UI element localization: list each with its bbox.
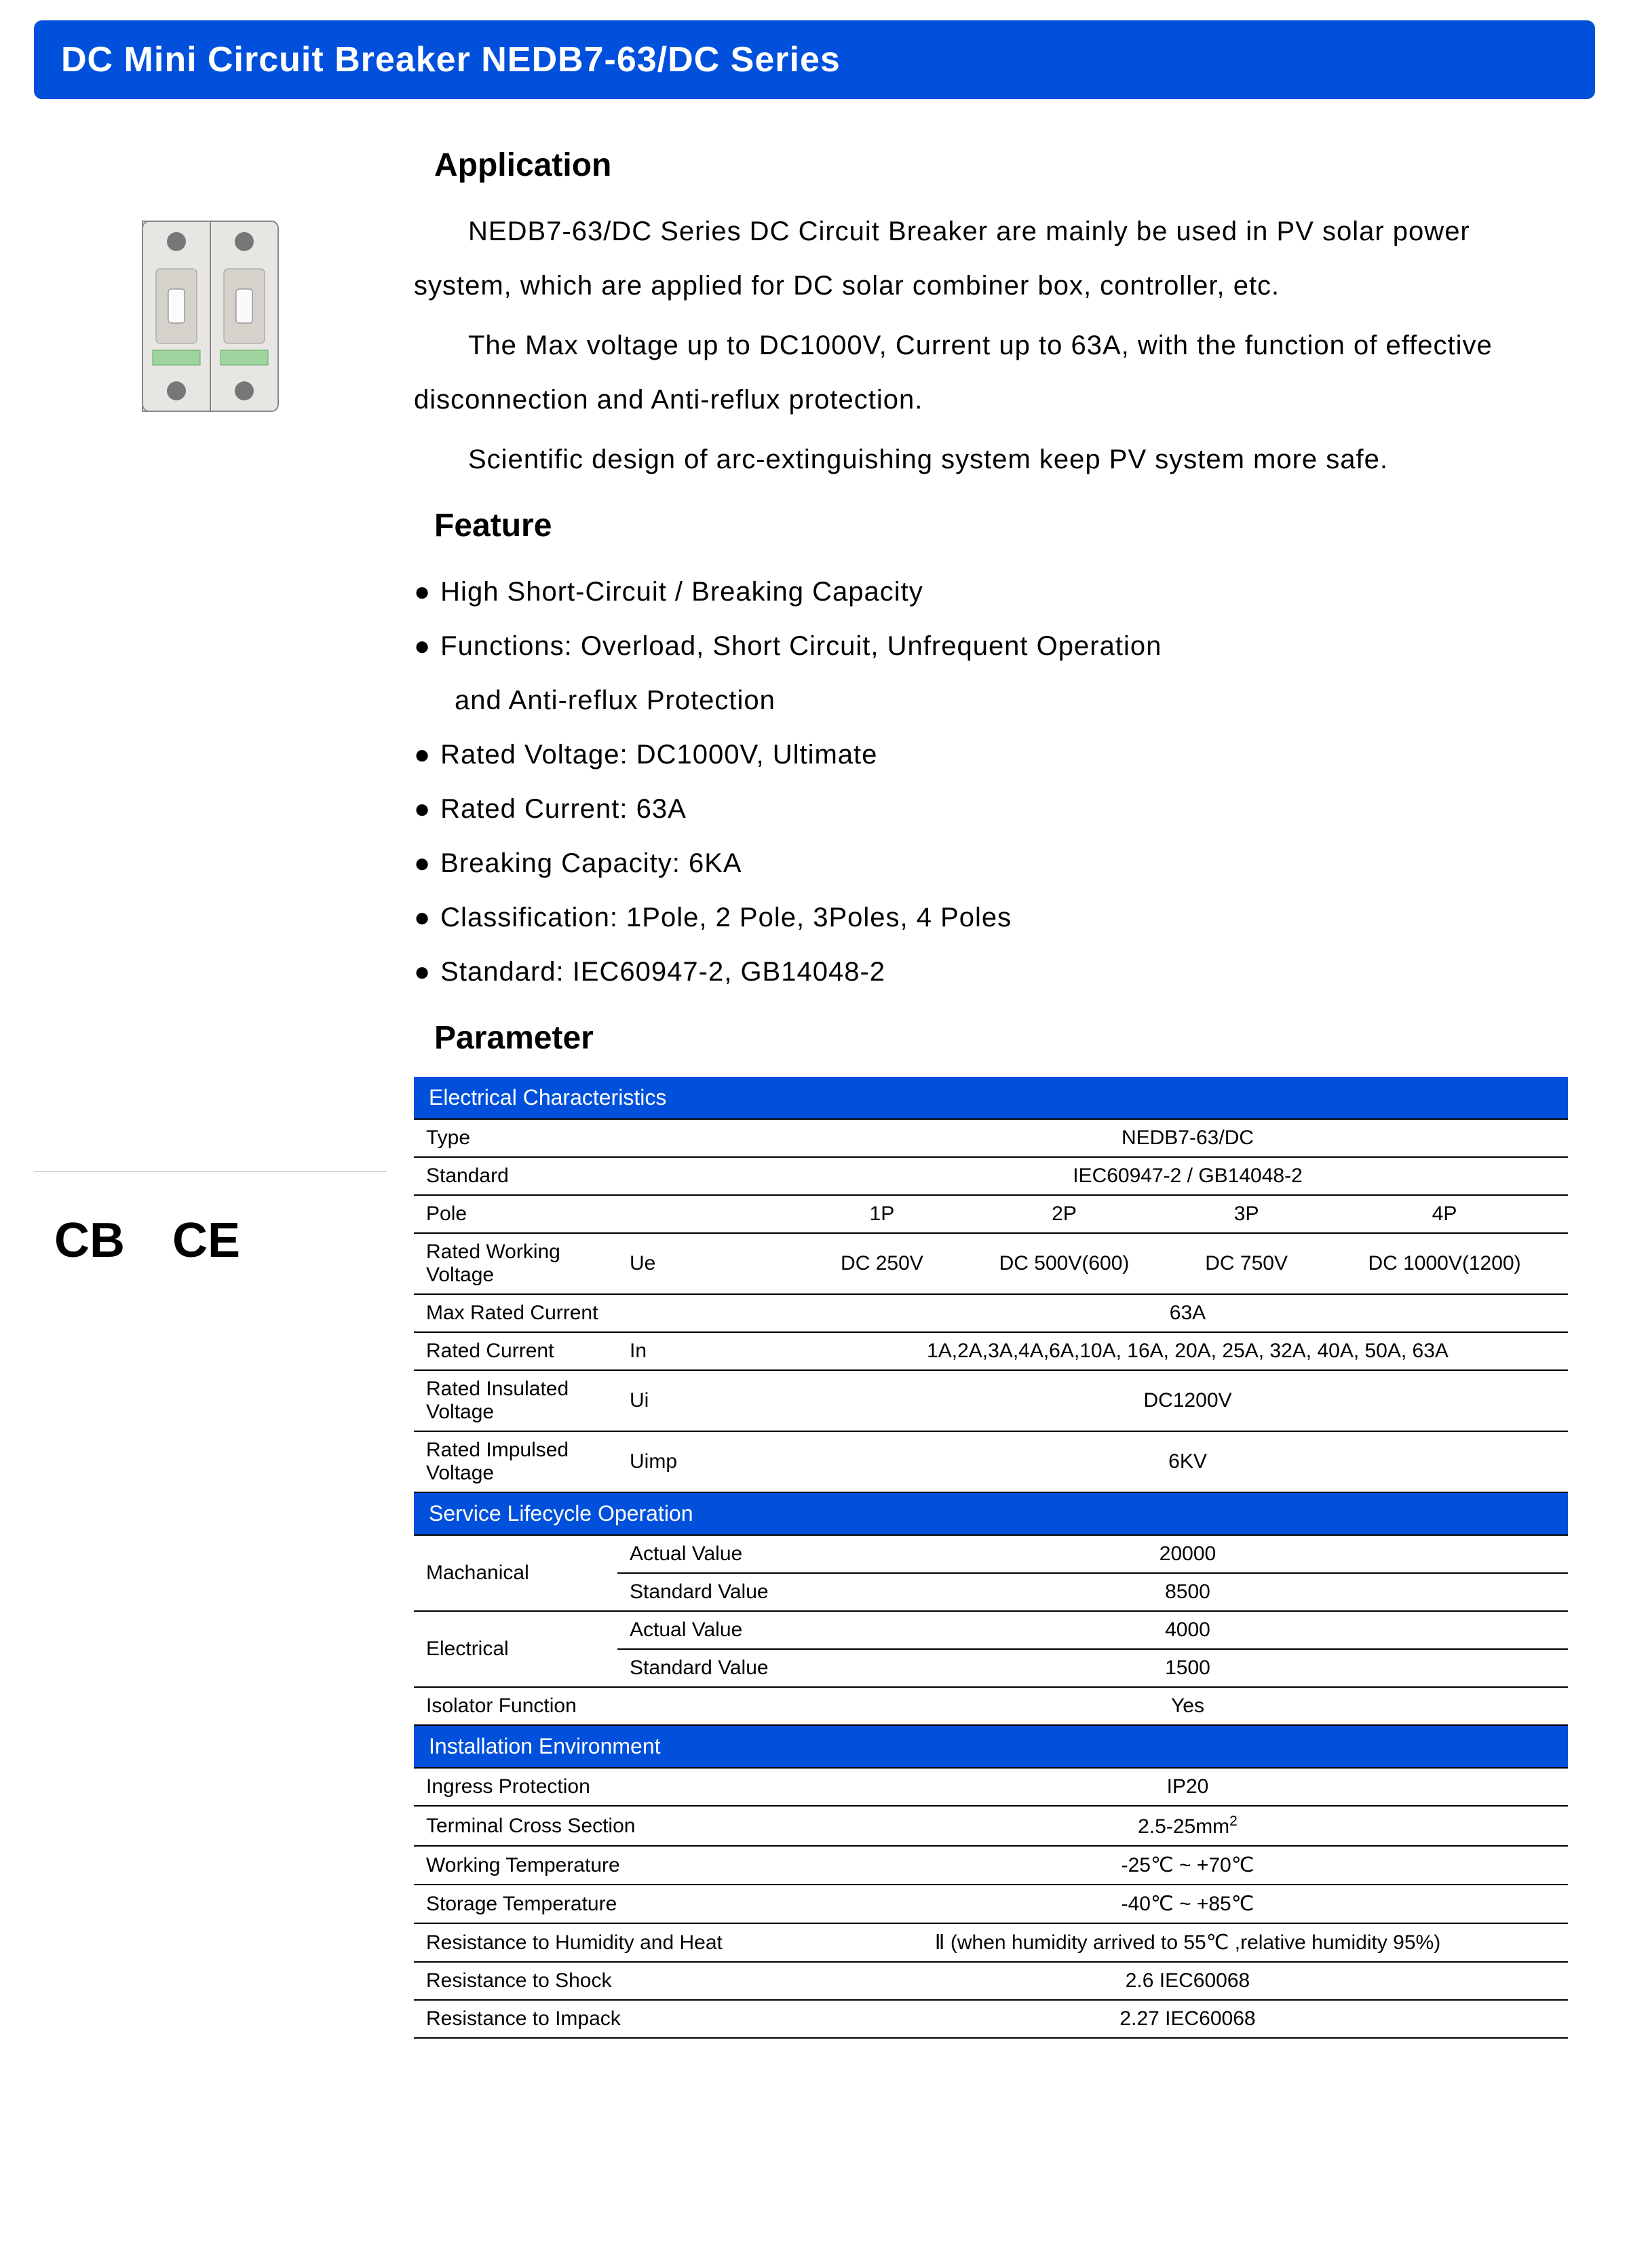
page-title-bar: DC Mini Circuit Breaker NEDB7-63/DC Seri… (34, 20, 1595, 99)
param-group-label: Machanical (414, 1535, 617, 1611)
param-label: Ingress Protection (414, 1768, 807, 1806)
product-image (34, 208, 387, 425)
param-value: 8500 (807, 1573, 1568, 1611)
param-value: 1500 (807, 1649, 1568, 1687)
param-value: 4000 (807, 1611, 1568, 1649)
param-value: DC 1000V(1200) (1321, 1233, 1568, 1294)
param-value: IEC60947-2 / GB14048-2 (807, 1157, 1568, 1195)
param-value: -25℃ ~ +70℃ (807, 1846, 1568, 1885)
application-p2: The Max voltage up to DC1000V, Current u… (414, 318, 1568, 427)
circuit-breaker-icon (115, 208, 305, 425)
param-value: 63A (807, 1294, 1568, 1332)
param-value: 2P (957, 1195, 1172, 1233)
param-value: 2.6 IEC60068 (807, 1962, 1568, 2000)
param-symbol: Ui (617, 1370, 807, 1431)
param-label: Isolator Function (414, 1687, 807, 1725)
param-symbol: Uimp (617, 1431, 807, 1492)
param-value: DC 750V (1172, 1233, 1321, 1294)
param-value: 6KV (807, 1431, 1568, 1492)
param-value: IP20 (807, 1768, 1568, 1806)
feature-item: Classification: 1Pole, 2 Pole, 3Poles, 4… (414, 890, 1568, 945)
param-sublabel: Actual Value (617, 1535, 807, 1573)
param-label: Rated Insulated Voltage (414, 1370, 617, 1431)
param-value: 2.27 IEC60068 (807, 2000, 1568, 2038)
param-value: 1P (807, 1195, 957, 1233)
parameter-table: Electrical CharacteristicsType NEDB7-63/D… (414, 1077, 1568, 2039)
table-section-header: Installation Environment (414, 1725, 1568, 1768)
table-section-header: Service Lifecycle Operation (414, 1492, 1568, 1535)
feature-item: and Anti-reflux Protection (414, 673, 1568, 727)
param-value: 20000 (807, 1535, 1568, 1573)
param-value: DC1200V (807, 1370, 1568, 1431)
param-value: DC 500V(600) (957, 1233, 1172, 1294)
param-label: Rated Working Voltage (414, 1233, 617, 1294)
param-label: Pole (414, 1195, 617, 1233)
param-label: Max Rated Current (414, 1294, 617, 1332)
param-sublabel: Standard Value (617, 1573, 807, 1611)
param-label: Storage Temperature (414, 1885, 807, 1923)
param-value: 4P (1321, 1195, 1568, 1233)
parameter-heading: Parameter (434, 1019, 1568, 1057)
certifications: CB CE (34, 1171, 387, 1268)
param-group-label: Electrical (414, 1611, 617, 1687)
param-value: DC 250V (807, 1233, 957, 1294)
cert-ce: CE (172, 1213, 240, 1268)
table-section-header: Electrical Characteristics (414, 1077, 1568, 1119)
application-heading: Application (434, 147, 1568, 184)
param-label: Resistance to Impack (414, 2000, 807, 2038)
param-label: Type (414, 1119, 617, 1157)
feature-item: Breaking Capacity: 6KA (414, 836, 1568, 890)
application-p3: Scientific design of arc-extinguishing s… (414, 432, 1568, 487)
param-sublabel: Actual Value (617, 1611, 807, 1649)
param-value: 2.5-25mm2 (807, 1806, 1568, 1846)
param-label: Resistance to Humidity and Heat (414, 1923, 807, 1962)
feature-item: Functions: Overload, Short Circuit, Unfr… (414, 619, 1568, 673)
page-title: DC Mini Circuit Breaker NEDB7-63/DC Seri… (61, 40, 841, 79)
param-symbol (617, 1195, 807, 1233)
feature-item: High Short-Circuit / Breaking Capacity (414, 565, 1568, 619)
param-value: 1A,2A,3A,4A,6A,10A, 16A, 20A, 25A, 32A, … (807, 1332, 1568, 1370)
application-body: NEDB7-63/DC Series DC Circuit Breaker ar… (414, 204, 1568, 487)
param-label: Rated Impulsed Voltage (414, 1431, 617, 1492)
cert-cb: CB (54, 1213, 125, 1268)
feature-item: Rated Voltage: DC1000V, Ultimate (414, 727, 1568, 782)
param-value: -40℃ ~ +85℃ (807, 1885, 1568, 1923)
param-symbol: Ue (617, 1233, 807, 1294)
param-symbol: In (617, 1332, 807, 1370)
param-value: Ⅱ (when humidity arrived to 55℃ ,relativ… (807, 1923, 1568, 1962)
feature-list: High Short-Circuit / Breaking CapacityFu… (414, 565, 1568, 999)
feature-heading: Feature (434, 507, 1568, 544)
parameter-tables: Electrical CharacteristicsType NEDB7-63/D… (414, 1077, 1568, 2039)
main-content: CB CE Application NEDB7-63/DC Series DC … (34, 126, 1595, 2039)
param-value: 3P (1172, 1195, 1321, 1233)
param-label: Rated Current (414, 1332, 617, 1370)
param-label: Terminal Cross Section (414, 1806, 807, 1846)
param-label: Working Temperature (414, 1846, 807, 1885)
param-label: Resistance to Shock (414, 1962, 807, 2000)
feature-item: Standard: IEC60947-2, GB14048-2 (414, 945, 1568, 999)
param-value: Yes (807, 1687, 1568, 1725)
right-column: Application NEDB7-63/DC Series DC Circui… (414, 126, 1595, 2039)
application-p1: NEDB7-63/DC Series DC Circuit Breaker ar… (414, 204, 1568, 313)
param-sublabel: Standard Value (617, 1649, 807, 1687)
param-value: NEDB7-63/DC (807, 1119, 1568, 1157)
left-column: CB CE (34, 126, 387, 2039)
feature-item: Rated Current: 63A (414, 782, 1568, 836)
param-label: Standard (414, 1157, 617, 1195)
